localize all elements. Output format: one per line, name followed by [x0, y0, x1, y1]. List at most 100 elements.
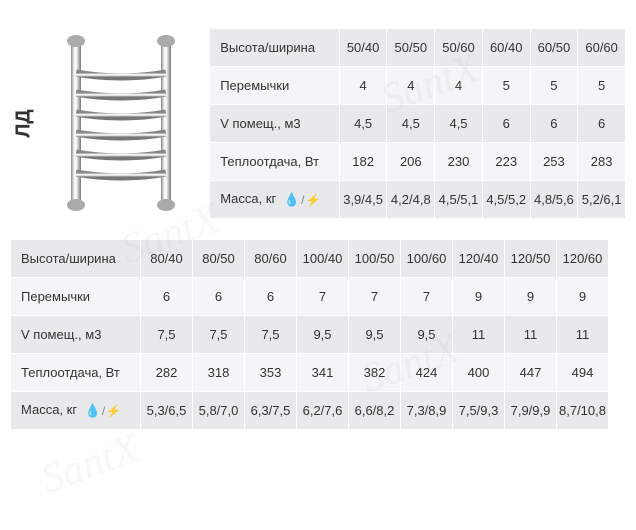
table-cell: 282 [141, 354, 193, 392]
row-header: Масса, кг 💧/⚡ [210, 181, 340, 219]
column-header: 120/50 [505, 240, 557, 278]
table-cell: 7,5 [245, 316, 297, 354]
column-header: 120/40 [453, 240, 505, 278]
model-label-column: ЛД [10, 28, 38, 218]
mass-icons: 💧/⚡ [85, 403, 121, 419]
table-cell: 182 [339, 143, 387, 181]
table-cell: 6,2/7,6 [297, 392, 349, 430]
slash-icon: / [301, 193, 304, 207]
column-header: 50/50 [387, 29, 435, 67]
table-cell: 7,9/9,9 [505, 392, 557, 430]
row-header: Теплоотдача, Вт [210, 143, 340, 181]
table-cell: 7,3/8,9 [401, 392, 453, 430]
table-cell: 5 [482, 67, 530, 105]
column-header: 60/40 [482, 29, 530, 67]
table-cell: 7,5 [141, 316, 193, 354]
row-header: Теплоотдача, Вт [11, 354, 141, 392]
table-cell: 6 [578, 105, 626, 143]
model-label: ЛД [13, 109, 36, 137]
table-cell: 382 [349, 354, 401, 392]
table-cell: 9 [505, 278, 557, 316]
table-cell: 4,5/5,2 [482, 181, 530, 219]
table-cell: 3,9/4,5 [339, 181, 387, 219]
table-cell: 9 [453, 278, 505, 316]
column-header: 80/60 [245, 240, 297, 278]
top-section: ЛД [10, 28, 626, 219]
table-cell: 4,2/4,8 [387, 181, 435, 219]
table-cell: 318 [193, 354, 245, 392]
table-cell: 6,6/8,2 [349, 392, 401, 430]
row-header: V помещ., м3 [11, 316, 141, 354]
row-header: Перемычки [210, 67, 340, 105]
table-cell: 4,8/5,6 [530, 181, 578, 219]
table-cell: 283 [578, 143, 626, 181]
table-cell: 4,5 [435, 105, 483, 143]
table-cell: 223 [482, 143, 530, 181]
table-cell: 253 [530, 143, 578, 181]
table-cell: 7 [349, 278, 401, 316]
table-cell: 5 [578, 67, 626, 105]
table-cell: 6 [482, 105, 530, 143]
column-header: 100/60 [401, 240, 453, 278]
column-header: 60/60 [578, 29, 626, 67]
row-header: Перемычки [11, 278, 141, 316]
specs-table-1: Высота/ширина50/4050/5050/6060/4060/5060… [209, 28, 626, 219]
table-cell: 4 [435, 67, 483, 105]
table-cell: 7,5/9,3 [453, 392, 505, 430]
towel-rail-icon [51, 33, 191, 213]
table-cell: 5,3/6,5 [141, 392, 193, 430]
table-cell: 6,3/7,5 [245, 392, 297, 430]
table-cell: 4,5 [387, 105, 435, 143]
column-header: 60/50 [530, 29, 578, 67]
table-cell: 4,5/5,1 [435, 181, 483, 219]
table-cell: 206 [387, 143, 435, 181]
row-header: Высота/ширина [11, 240, 141, 278]
table-cell: 9 [557, 278, 609, 316]
slash-icon: / [102, 404, 105, 418]
column-header: 50/40 [339, 29, 387, 67]
water-drop-icon: 💧 [85, 403, 101, 419]
table-cell: 9,5 [349, 316, 401, 354]
table-cell: 4 [387, 67, 435, 105]
page-container: ЛД [0, 0, 636, 440]
table-cell: 494 [557, 354, 609, 392]
row-header: V помещ., м3 [210, 105, 340, 143]
product-illustration [46, 28, 195, 218]
table-cell: 341 [297, 354, 349, 392]
bolt-icon: ⚡ [106, 404, 121, 418]
column-header: 80/50 [193, 240, 245, 278]
table-cell: 7,5 [193, 316, 245, 354]
mass-icons: 💧/⚡ [284, 192, 320, 208]
table-cell: 400 [453, 354, 505, 392]
table-cell: 353 [245, 354, 297, 392]
column-header: 100/50 [349, 240, 401, 278]
table-cell: 4,5 [339, 105, 387, 143]
bolt-icon: ⚡ [305, 193, 320, 207]
table-cell: 6 [193, 278, 245, 316]
table-cell: 5,2/6,1 [578, 181, 626, 219]
table-cell: 424 [401, 354, 453, 392]
table-cell: 9,5 [401, 316, 453, 354]
table-cell: 230 [435, 143, 483, 181]
table-cell: 5,8/7,0 [193, 392, 245, 430]
table-cell: 11 [505, 316, 557, 354]
table-cell: 11 [557, 316, 609, 354]
row-header: Масса, кг 💧/⚡ [11, 392, 141, 430]
specs-table-2: Высота/ширина80/4080/5080/60100/40100/50… [10, 239, 609, 430]
table-cell: 11 [453, 316, 505, 354]
table-cell: 6 [141, 278, 193, 316]
table-cell: 7 [297, 278, 349, 316]
column-header: 120/60 [557, 240, 609, 278]
column-header: 80/40 [141, 240, 193, 278]
table-cell: 5 [530, 67, 578, 105]
table-cell: 6 [245, 278, 297, 316]
table-cell: 4 [339, 67, 387, 105]
table-cell: 7 [401, 278, 453, 316]
column-header: 100/40 [297, 240, 349, 278]
column-header: 50/60 [435, 29, 483, 67]
row-header: Высота/ширина [210, 29, 340, 67]
water-drop-icon: 💧 [284, 192, 300, 208]
table-cell: 9,5 [297, 316, 349, 354]
table-cell: 8,7/10,8 [557, 392, 609, 430]
table-cell: 6 [530, 105, 578, 143]
